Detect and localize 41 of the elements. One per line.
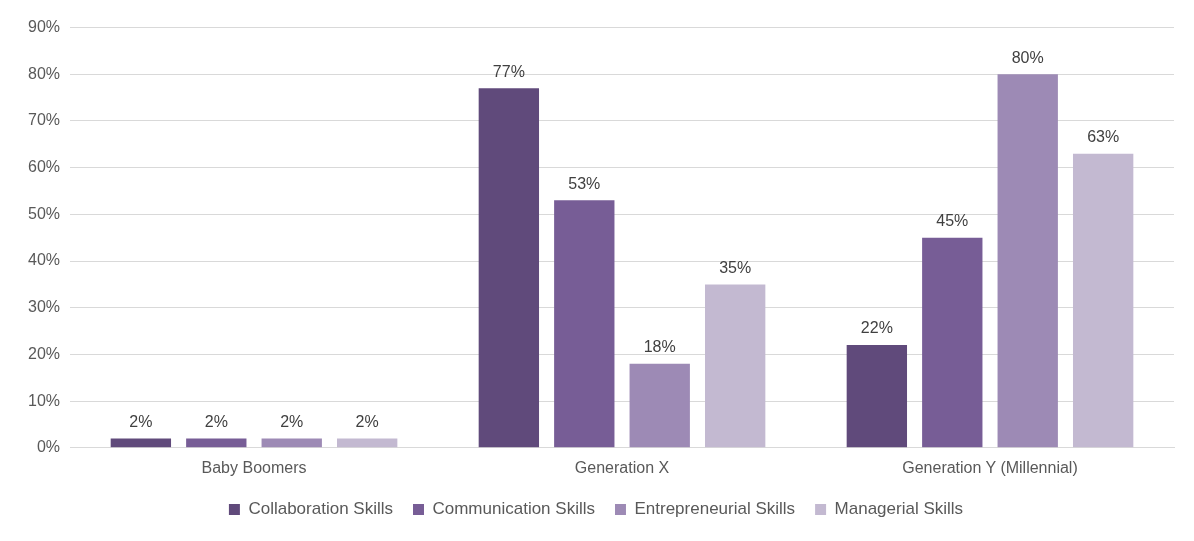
bar xyxy=(186,438,247,448)
y-tick-label: 60% xyxy=(27,158,61,176)
y-tick-label: 30% xyxy=(27,298,61,316)
data-label: 22% xyxy=(860,319,893,337)
data-label: 53% xyxy=(568,174,601,192)
y-tick-label: 0% xyxy=(36,438,61,456)
y-tick-label: 10% xyxy=(27,391,61,409)
x-tick-label: Generation Y (Millennial) xyxy=(902,458,1078,476)
x-tick-label: Generation X xyxy=(574,458,670,476)
y-tick-label: 80% xyxy=(27,64,61,82)
legend-label: Communication Skills xyxy=(432,499,595,519)
bar xyxy=(337,438,398,448)
data-label: 2% xyxy=(204,412,228,430)
y-tick-label: 90% xyxy=(27,18,61,36)
legend-label: Entrepreneurial Skills xyxy=(634,499,796,519)
y-tick-label: 70% xyxy=(27,111,61,129)
bar xyxy=(629,363,690,448)
data-label: 77% xyxy=(492,62,525,80)
bar xyxy=(922,237,983,448)
data-label: 63% xyxy=(1087,128,1120,146)
bar xyxy=(1072,153,1134,448)
legend-label: Managerial Skills xyxy=(834,499,964,519)
data-label: 45% xyxy=(936,212,969,230)
data-label: 2% xyxy=(280,412,304,430)
bar xyxy=(997,74,1058,448)
data-label: 2% xyxy=(129,412,153,430)
legend-label: Collaboration Skills xyxy=(248,499,393,519)
data-label: 80% xyxy=(1011,48,1044,66)
x-tick-label: Baby Boomers xyxy=(201,458,307,476)
bar xyxy=(261,438,322,448)
data-label: 35% xyxy=(719,258,752,276)
y-tick-label: 50% xyxy=(27,204,61,222)
bar xyxy=(478,88,540,448)
bar xyxy=(846,345,908,448)
bar xyxy=(704,284,766,448)
bar xyxy=(554,200,615,448)
bar xyxy=(110,438,172,448)
y-tick-label: 20% xyxy=(27,344,61,362)
y-tick-label: 40% xyxy=(27,251,61,269)
data-label: 2% xyxy=(355,412,379,430)
data-label: 18% xyxy=(643,338,676,356)
